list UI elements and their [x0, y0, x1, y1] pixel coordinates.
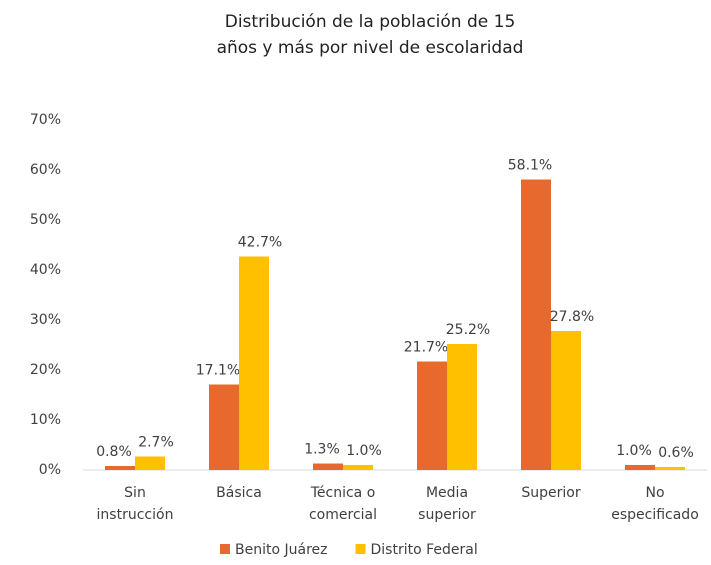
chart-title: Distribución de la población de 15 — [225, 12, 516, 32]
bar — [239, 256, 269, 470]
value-label: 0.6% — [658, 445, 694, 461]
value-label: 42.7% — [238, 235, 282, 251]
x-tick-label: Básica — [216, 485, 262, 501]
value-label: 1.3% — [304, 442, 340, 458]
bar — [447, 344, 477, 470]
x-tick-label: Media superior — [418, 485, 476, 523]
y-tick-label: 0% — [39, 462, 61, 478]
legend-swatch — [355, 544, 366, 554]
value-label: 1.0% — [346, 443, 382, 459]
x-tick-label: Superior — [521, 485, 581, 501]
y-tick-label: 20% — [30, 362, 61, 378]
bar — [135, 456, 165, 470]
legend-label: Distrito Federal — [370, 542, 477, 558]
y-tick-label: 10% — [30, 412, 61, 428]
value-label: 17.1% — [196, 363, 240, 379]
value-label: 2.7% — [138, 435, 174, 451]
bar — [343, 465, 373, 470]
x-tick-label: Técnica o comercial — [308, 485, 378, 523]
bar — [655, 467, 685, 470]
value-label: 0.8% — [96, 444, 132, 460]
bar — [209, 384, 239, 470]
legend-label: Benito Juárez — [235, 542, 327, 558]
bar — [417, 361, 447, 470]
bar — [625, 465, 655, 470]
bar — [521, 179, 551, 470]
bar — [105, 466, 135, 470]
legend-swatch — [220, 544, 230, 554]
y-tick-label: 30% — [30, 312, 61, 328]
y-tick-label: 40% — [30, 262, 61, 278]
value-label: 1.0% — [616, 443, 652, 459]
y-tick-label: 50% — [30, 212, 61, 228]
y-tick-label: 60% — [30, 162, 61, 178]
x-tick-label: No especificado — [611, 485, 699, 523]
chart-title: años y más por nivel de escolaridad — [217, 38, 524, 58]
value-label: 27.8% — [550, 309, 594, 325]
y-tick-label: 70% — [30, 112, 61, 128]
bar — [551, 331, 581, 470]
bar — [313, 463, 343, 470]
value-label: 25.2% — [446, 322, 490, 338]
x-tick-label: Sin instrucción — [96, 485, 174, 523]
value-label: 58.1% — [508, 158, 552, 174]
value-label: 21.7% — [404, 340, 448, 356]
